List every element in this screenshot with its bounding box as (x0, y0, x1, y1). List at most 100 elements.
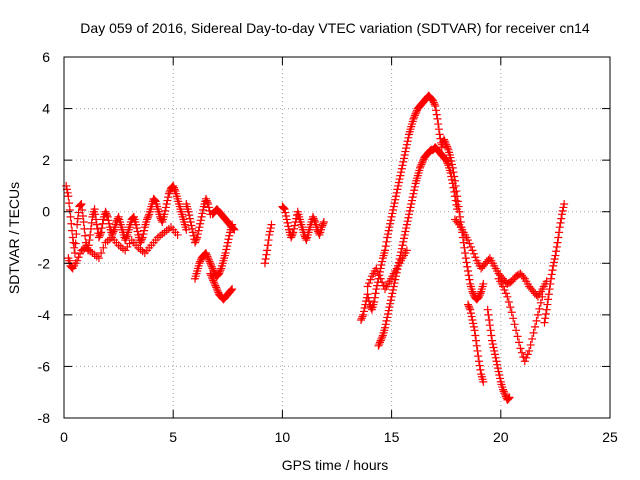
data-point (471, 253, 480, 262)
data-point (73, 214, 82, 223)
data-point (92, 215, 101, 224)
data-point (516, 344, 525, 353)
data-point (161, 206, 170, 215)
data-point (549, 261, 558, 270)
data-point (490, 350, 499, 359)
data-point (262, 250, 271, 259)
data-point (384, 306, 393, 315)
data-point (138, 247, 147, 256)
data-point (78, 212, 87, 221)
data-point (261, 254, 270, 263)
data-point (410, 186, 419, 195)
data-point (287, 233, 296, 242)
data-point (464, 267, 473, 276)
data-point (557, 210, 566, 219)
data-point (463, 262, 472, 271)
data-point (504, 297, 513, 306)
data-point (284, 222, 293, 231)
data-point (407, 199, 416, 208)
data-point (455, 207, 464, 216)
data-point (78, 205, 87, 214)
data-point (125, 239, 134, 248)
data-point (381, 242, 390, 251)
data-point (122, 232, 131, 241)
data-point (412, 108, 421, 117)
data-point (464, 302, 473, 311)
data-point (475, 291, 484, 300)
data-point (140, 226, 149, 235)
data-point (453, 218, 462, 227)
data-point (193, 230, 202, 239)
data-point (499, 387, 508, 396)
data-point (377, 261, 386, 270)
data-point (70, 243, 79, 252)
data-point (318, 221, 327, 230)
data-point (525, 346, 534, 355)
data-point (162, 226, 171, 235)
data-point (97, 224, 106, 233)
data-point (500, 285, 509, 294)
data-point (519, 273, 528, 282)
data-point (373, 267, 382, 276)
data-point (474, 357, 483, 366)
data-point (545, 285, 554, 294)
data-point (370, 293, 379, 302)
data-point (443, 144, 452, 153)
data-point (466, 309, 475, 318)
data-point (385, 303, 394, 312)
data-point (138, 233, 147, 242)
data-point (505, 393, 514, 402)
series-arc-12 (437, 135, 488, 304)
data-point (476, 365, 485, 374)
data-point (70, 248, 79, 257)
data-point (121, 246, 130, 255)
data-point (547, 270, 556, 279)
data-point (506, 303, 515, 312)
data-point (319, 219, 328, 228)
data-point (431, 101, 440, 110)
data-point (188, 224, 197, 233)
data-point (418, 157, 427, 166)
data-point (507, 308, 516, 317)
data-point (409, 189, 418, 198)
data-point (415, 163, 424, 172)
data-point (103, 236, 112, 245)
data-point (434, 120, 443, 129)
data-point (317, 223, 326, 232)
data-point (430, 100, 439, 109)
data-point (121, 234, 130, 243)
data-point (76, 249, 85, 258)
data-point (92, 252, 101, 261)
data-point (484, 310, 493, 319)
data-point (144, 212, 153, 221)
data-point (417, 160, 426, 169)
data-point (266, 224, 275, 233)
data-point (210, 279, 219, 288)
data-point (401, 147, 410, 156)
series-arc-7 (260, 220, 276, 268)
data-point (208, 264, 217, 273)
data-point (358, 312, 367, 321)
data-point (544, 295, 553, 304)
data-point (389, 285, 398, 294)
data-point (203, 252, 212, 261)
data-point (206, 259, 215, 268)
data-point (541, 314, 550, 323)
data-point (394, 258, 403, 267)
data-point (503, 292, 512, 301)
data-point (376, 274, 385, 283)
data-point (282, 215, 291, 224)
y-tick-label: -4 (38, 307, 51, 323)
data-point (357, 314, 366, 323)
data-point (512, 326, 521, 335)
data-point (391, 192, 400, 201)
data-point (404, 213, 413, 222)
data-point (429, 98, 438, 107)
data-point (221, 248, 230, 257)
data-point (536, 298, 545, 307)
x-tick-label: 10 (275, 429, 291, 445)
data-point (118, 244, 127, 253)
data-point (319, 218, 328, 227)
data-point (386, 296, 395, 305)
data-point (230, 225, 239, 234)
